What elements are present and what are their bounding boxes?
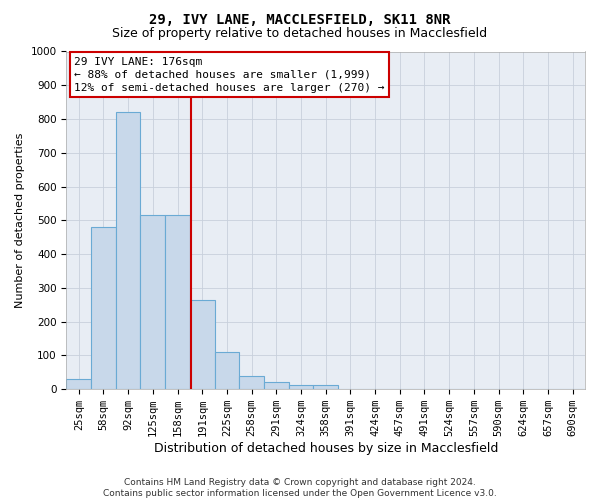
Text: 29 IVY LANE: 176sqm
← 88% of detached houses are smaller (1,999)
12% of semi-det: 29 IVY LANE: 176sqm ← 88% of detached ho… [74, 56, 385, 93]
Bar [165, 216, 190, 389]
Bar [264, 382, 289, 389]
Bar [289, 385, 313, 389]
Bar [190, 300, 215, 389]
Text: Contains HM Land Registry data © Crown copyright and database right 2024.
Contai: Contains HM Land Registry data © Crown c… [103, 478, 497, 498]
Bar [67, 379, 91, 389]
Bar [116, 112, 140, 389]
Text: Size of property relative to detached houses in Macclesfield: Size of property relative to detached ho… [112, 28, 488, 40]
X-axis label: Distribution of detached houses by size in Macclesfield: Distribution of detached houses by size … [154, 442, 498, 455]
Bar [215, 352, 239, 389]
Text: 29, IVY LANE, MACCLESFIELD, SK11 8NR: 29, IVY LANE, MACCLESFIELD, SK11 8NR [149, 12, 451, 26]
Bar [239, 376, 264, 389]
Bar [91, 227, 116, 389]
Bar [313, 385, 338, 389]
Y-axis label: Number of detached properties: Number of detached properties [15, 132, 25, 308]
Bar [140, 216, 165, 389]
